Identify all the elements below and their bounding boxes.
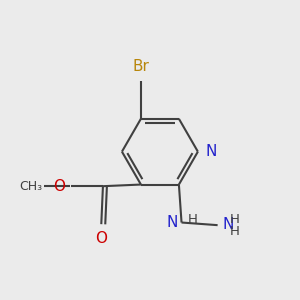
- Text: O: O: [53, 179, 65, 194]
- Text: H: H: [230, 225, 240, 238]
- Text: N: N: [223, 217, 234, 232]
- Text: N: N: [205, 144, 217, 159]
- Text: O: O: [95, 231, 107, 246]
- Text: Br: Br: [133, 58, 149, 74]
- Text: H: H: [188, 213, 197, 226]
- Text: CH₃: CH₃: [19, 180, 42, 193]
- Text: N: N: [166, 215, 178, 230]
- Text: H: H: [230, 213, 240, 226]
